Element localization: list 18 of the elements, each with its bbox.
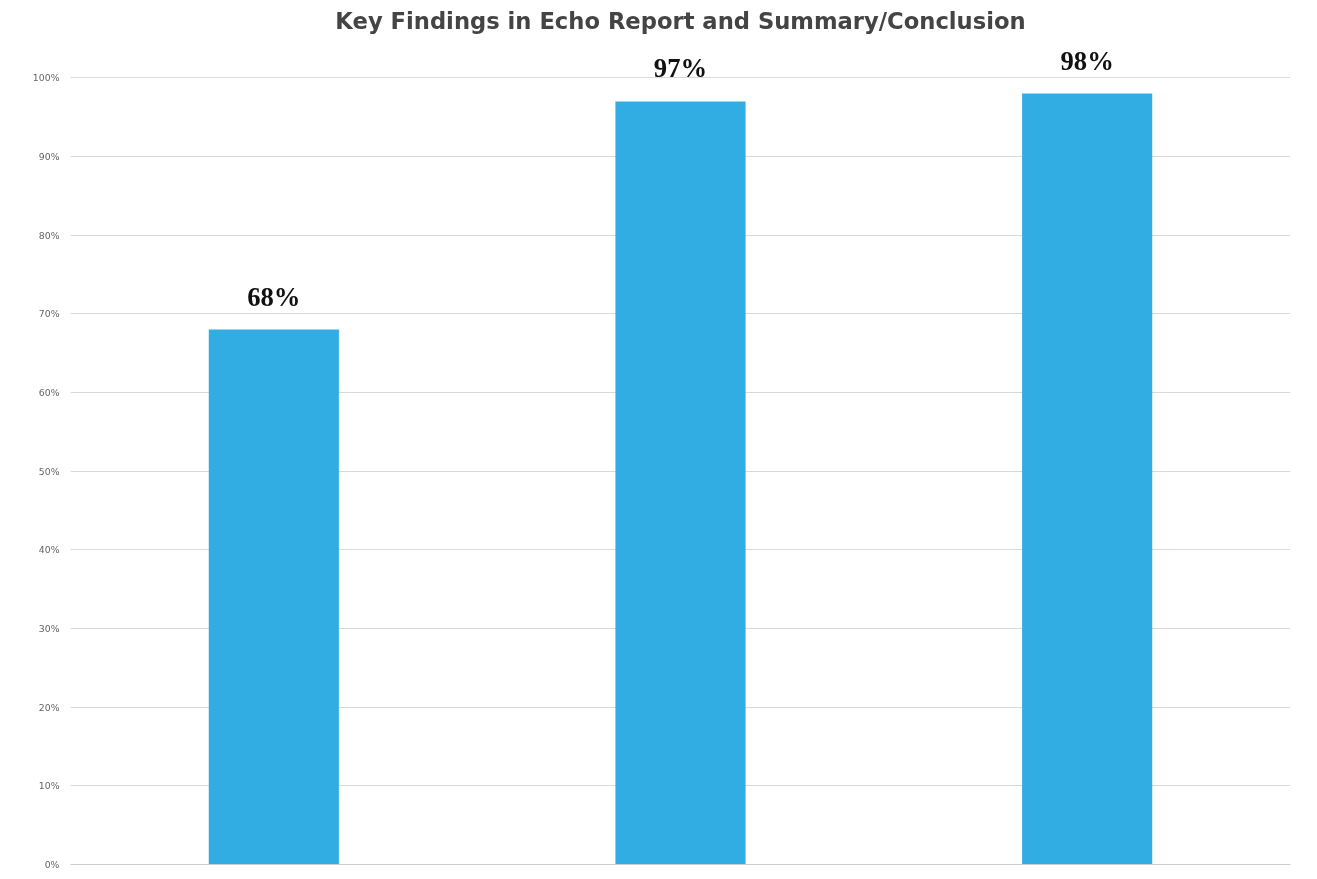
y-tick-label: 30%	[38, 623, 60, 634]
y-tick-label: 20%	[38, 701, 60, 713]
bar	[615, 101, 746, 865]
y-tick-label: 0%	[44, 859, 60, 870]
data-label: 68%	[247, 281, 301, 312]
bar	[208, 329, 339, 865]
data-label: 98%	[1060, 45, 1114, 76]
y-tick-label: 100%	[32, 72, 60, 84]
data-label: 97%	[653, 53, 708, 84]
y-tick-label: 80%	[38, 229, 60, 241]
y-tick-label: 10%	[38, 780, 60, 792]
y-tick-label: 40%	[38, 544, 60, 556]
y-tick-label: 50%	[38, 465, 60, 477]
y-tick-label: 90%	[38, 151, 60, 162]
chart-title: Key Findings in Echo Report and Summary/Conclusion	[335, 7, 1026, 34]
y-tick-label: 60%	[38, 387, 60, 398]
bar	[1022, 93, 1153, 865]
y-tick-label: 70%	[38, 308, 60, 320]
